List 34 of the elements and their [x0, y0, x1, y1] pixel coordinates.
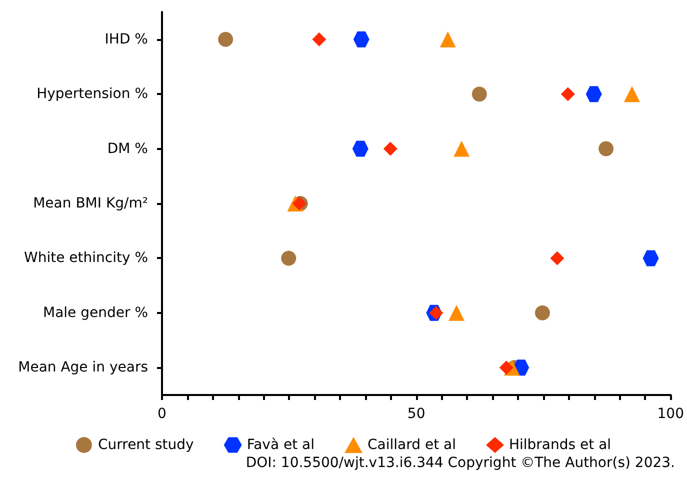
y-tick-label: IHD % — [104, 31, 148, 48]
point — [218, 32, 234, 47]
legend-label: Caillard et al — [368, 437, 456, 453]
y-tick-label: White ethincity % — [24, 250, 148, 266]
y-tick-label: Mean Age in years — [18, 360, 148, 376]
point — [598, 141, 614, 156]
point — [499, 360, 514, 375]
y-tick-label: DM % — [107, 140, 148, 157]
point — [454, 140, 470, 157]
point — [448, 304, 464, 321]
point — [383, 142, 398, 156]
legend-label: Current study — [98, 437, 194, 453]
x-tick-label: 50 — [407, 406, 426, 422]
point — [642, 250, 659, 266]
point — [353, 31, 370, 48]
legend-label: Favà et al — [246, 437, 315, 453]
point — [429, 306, 444, 320]
x-tick-label: 100 — [657, 406, 684, 422]
point — [472, 86, 487, 102]
point — [586, 86, 602, 102]
point — [550, 251, 564, 266]
y-tick-label: Mean BMI Kg/m² — [33, 196, 148, 212]
point — [440, 31, 456, 48]
point — [624, 86, 640, 102]
y-tick-label: Hypertension % — [36, 86, 148, 102]
text: DOI: 10.5500/wjt.v13.i6.344 Copyright ©The Author(s) 2023. — [246, 455, 676, 471]
y-tick-label: Male gender % — [43, 304, 148, 321]
point — [281, 250, 296, 266]
point — [534, 305, 550, 320]
x-tick-label: 0 — [158, 406, 166, 422]
point — [312, 32, 326, 46]
point — [352, 140, 368, 157]
legend-label: Hilbrands et al — [508, 437, 612, 453]
point — [560, 87, 575, 102]
